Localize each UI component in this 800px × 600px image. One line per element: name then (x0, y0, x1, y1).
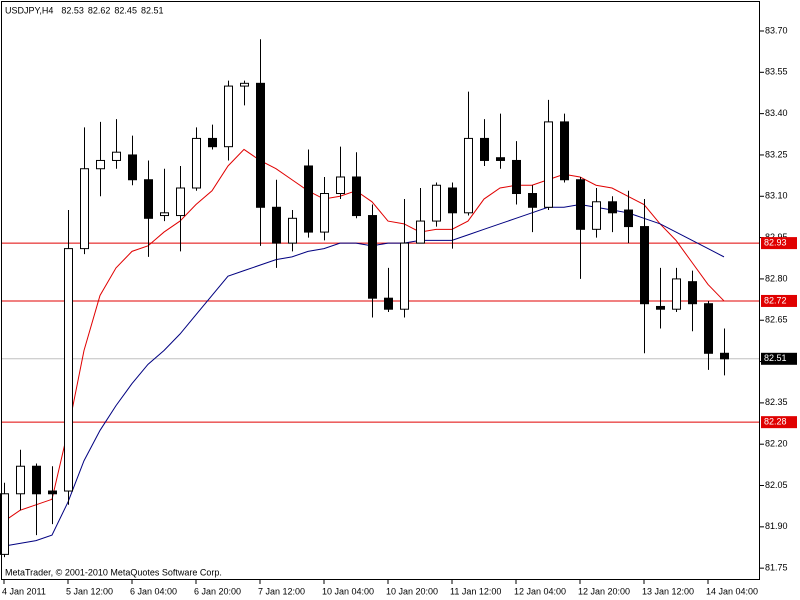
candle-body (528, 193, 537, 208)
level-label-box (761, 416, 797, 429)
candle-body (672, 278, 681, 310)
candle-body (80, 168, 89, 250)
candle-body (144, 179, 153, 219)
candle-body (352, 176, 361, 217)
candle-body (320, 193, 329, 233)
candle-body (400, 242, 409, 310)
candle-body (256, 82, 265, 208)
candle-body (416, 220, 425, 244)
y-tick-label: 81.75 (765, 563, 788, 573)
level-label-box (761, 237, 797, 250)
x-tick-label: 11 Jan 12:00 (450, 586, 501, 596)
moving-average (3, 204, 725, 547)
candle-body (576, 179, 585, 230)
ohlc-value: 82.45 (114, 5, 137, 15)
y-tick-label: 83.70 (765, 25, 788, 35)
candle-body (480, 137, 489, 161)
x-tick-label: 12 Jan 04:00 (514, 586, 566, 596)
candle-body (0, 493, 9, 555)
candle-body (304, 165, 313, 233)
y-tick-label: 82.05 (765, 480, 788, 490)
y-tick-label: 81.90 (765, 521, 788, 531)
candle-body (160, 212, 169, 217)
level-label: 82.72 (764, 295, 787, 305)
candle-body (592, 201, 601, 230)
level-label-box (761, 352, 797, 365)
candle-body (176, 187, 185, 217)
y-tick-label: 82.20 (765, 439, 788, 449)
x-tick-label: 4 Jan 2011 (2, 586, 46, 596)
level-label-box (761, 294, 797, 307)
x-tick-label: 13 Jan 12:00 (642, 586, 694, 596)
candle-body (496, 157, 505, 161)
candle-body (48, 490, 57, 495)
x-tick-label: 10 Jan 20:00 (386, 586, 438, 596)
copyright: MetaTrader, © 2001-2010 MetaQuotes Softw… (5, 567, 222, 577)
candle-body (464, 137, 473, 214)
x-tick-label: 5 Jan 12:00 (66, 586, 113, 596)
candle-body (512, 159, 521, 195)
plot-area (0, 39, 760, 558)
level-label: 82.93 (764, 237, 787, 247)
x-tick-label: 10 Jan 04:00 (322, 586, 374, 596)
x-tick-label: 14 Jan 04:00 (706, 586, 758, 596)
candle-body (688, 281, 697, 305)
candle-body (560, 121, 569, 181)
y-tick-label: 82.35 (765, 397, 788, 407)
candle-body (704, 303, 713, 354)
y-tick-label: 82.95 (765, 232, 788, 242)
candle-body (64, 248, 73, 492)
level-label: 82.28 (764, 417, 787, 427)
moving-average (3, 148, 725, 522)
candle-body (208, 137, 217, 148)
candle-body (544, 121, 553, 208)
candle-body (128, 154, 137, 181)
x-tick-label: 6 Jan 20:00 (194, 586, 241, 596)
x-tick-label: 12 Jan 20:00 (578, 586, 630, 596)
candle-body (368, 215, 377, 299)
candle-body (288, 217, 297, 244)
candle-body (384, 297, 393, 310)
candle-body (32, 465, 41, 495)
candle-body (240, 82, 249, 87)
candle-body (336, 176, 345, 195)
candle-body (656, 305, 665, 310)
level-label: 82.51 (764, 353, 787, 363)
chart-title: USDJPY,H4 (5, 5, 53, 15)
candle-body (720, 352, 729, 360)
candle-body (608, 201, 617, 214)
y-tick-label: 83.10 (765, 191, 788, 201)
y-tick-label: 83.40 (765, 108, 788, 118)
ohlc-value: 82.62 (88, 5, 111, 15)
candle-body (224, 85, 233, 148)
ohlc-value: 82.53 (61, 5, 84, 15)
y-tick-label: 83.55 (765, 67, 788, 77)
y-tick-label: 82.65 (765, 315, 788, 325)
y-tick-label: 82.80 (765, 273, 788, 283)
plot-frame (1, 1, 760, 580)
ohlc-value: 82.51 (141, 5, 164, 15)
candle-body (192, 137, 201, 189)
candle-body (624, 209, 633, 228)
candle-body (448, 187, 457, 214)
candle-body (16, 465, 25, 495)
candle-body (96, 159, 105, 170)
candle-body (640, 226, 649, 305)
candle-body (432, 184, 441, 222)
y-tick-label: 83.25 (765, 149, 788, 159)
candle-body (112, 151, 121, 161)
x-tick-label: 7 Jan 12:00 (258, 586, 305, 596)
candle-body (272, 206, 281, 244)
x-tick-label: 6 Jan 04:00 (130, 586, 177, 596)
